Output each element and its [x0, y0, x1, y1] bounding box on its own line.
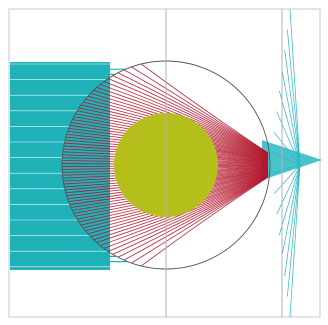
refracted-ray — [107, 175, 269, 252]
refracted-ray — [112, 175, 269, 255]
refracted-ray — [131, 66, 269, 154]
refracted-ray — [117, 72, 269, 155]
refracted-ray — [123, 176, 269, 261]
outgoing-ray — [276, 164, 301, 215]
outgoing-ray — [278, 164, 301, 235]
outgoing-ray-fan — [271, 8, 301, 318]
refracted-ray — [100, 174, 269, 246]
refracted-ray — [103, 174, 269, 249]
refracted-ray — [140, 63, 269, 154]
diagram-frame — [8, 8, 321, 318]
outgoing-ray — [289, 8, 301, 166]
outgoing-ray — [284, 164, 301, 276]
focus-cone — [262, 140, 322, 180]
refracted-ray — [107, 78, 269, 155]
outgoing-ray — [281, 164, 301, 256]
outgoing-ray — [289, 164, 301, 318]
outgoing-ray — [286, 29, 301, 166]
refracted-ray — [123, 69, 269, 154]
outgoing-ray — [273, 164, 301, 195]
outgoing-ray — [286, 164, 301, 297]
outgoing-ray — [281, 70, 301, 166]
refracted-ray — [112, 75, 269, 155]
refracted-ray — [140, 176, 269, 267]
outgoing-ray — [284, 50, 301, 166]
refracted-ray — [131, 176, 269, 264]
refracted-ray — [117, 175, 269, 258]
refracted-ray — [103, 81, 269, 156]
incoming-ray-bundle — [10, 62, 145, 270]
refracted-ray — [100, 84, 269, 156]
